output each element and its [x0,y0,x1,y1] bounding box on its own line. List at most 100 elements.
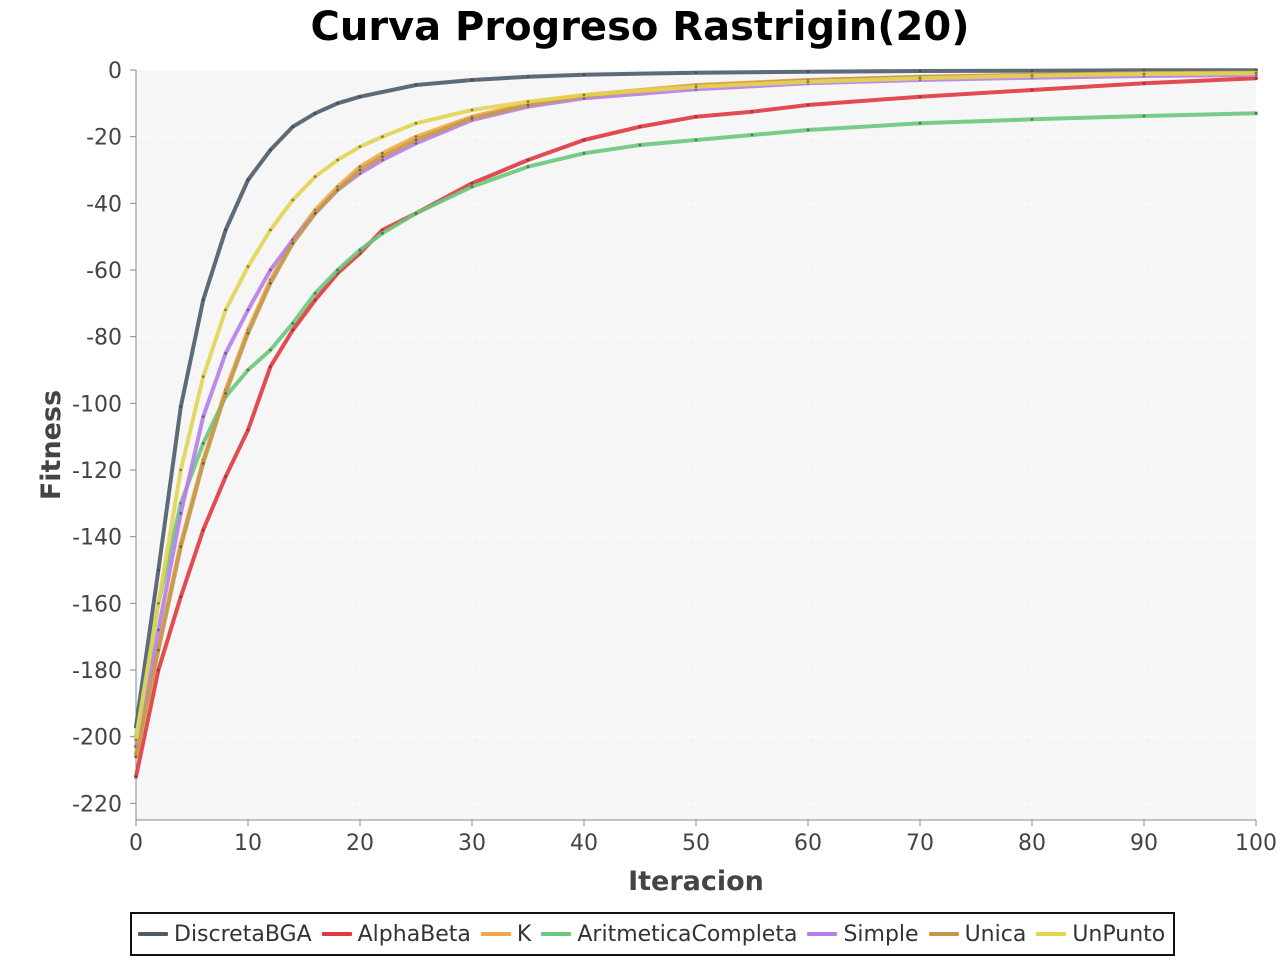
legend-label: Unica [964,921,1027,947]
legend-item-unica: Unica [928,921,1027,947]
x-tick-label: 10 [234,831,262,856]
series-point [1254,76,1258,80]
series-point [201,441,205,445]
series-point [269,365,272,369]
series-point [201,461,205,465]
y-axis-title: Fitness [36,390,67,500]
y-tick-label: -180 [72,659,122,684]
series-line-unpunto [134,71,1258,742]
y-tick-label: -200 [72,726,122,751]
legend-label: UnPunto [1072,921,1166,947]
series-point [291,198,295,202]
series-point [224,308,228,312]
series-point [381,231,384,235]
series-point [750,110,754,114]
series-point [157,628,160,632]
series-point [358,168,362,172]
legend-item-alphabeta: AlphaBeta [321,922,471,947]
series-point [313,211,317,215]
series-point [269,148,272,152]
x-tick-label: 0 [129,831,143,856]
series-point [157,668,160,672]
series-point [179,405,183,409]
series-point [470,108,474,112]
series-point [269,228,272,232]
legend-item-simple: Simple [807,921,919,947]
series-point [246,308,250,312]
series-point [358,145,362,149]
y-tick-label: -40 [86,192,122,217]
series-point [414,121,418,125]
series-point [582,93,586,97]
series-point [157,601,160,605]
series-point [157,568,160,572]
series-point [750,133,754,137]
series-point [414,141,418,145]
x-tick-label: 90 [1130,831,1158,856]
legend-label: Simple [843,921,919,947]
chart-title: Curva Progreso Rastrigin(20) [310,4,970,50]
series-point [246,178,250,182]
series-point [224,475,228,479]
series-point [470,116,474,120]
series-point [224,228,228,232]
y-tick-label: -120 [72,459,122,484]
series-point [414,211,418,215]
legend-swatch [541,932,572,936]
series-point [381,151,384,155]
x-axis-title: Iteracion [628,866,764,897]
series-point [246,368,250,372]
series-point [381,135,384,139]
series-point [526,100,530,104]
y-tick-label: -60 [86,259,122,284]
series-point [1254,71,1258,75]
x-tick-label: 60 [794,831,822,856]
series-point [381,155,384,159]
legend-item-k: K [480,922,531,947]
y-tick-label: -220 [72,792,122,817]
series-point [414,138,418,142]
series-point [1142,81,1146,85]
series-point [313,298,317,302]
series-point [179,595,183,599]
x-tick-label: 100 [1235,831,1277,856]
series-point [358,248,362,252]
x-tick-label: 40 [570,831,598,856]
x-tick-label: 20 [346,831,374,856]
series-point [806,103,810,107]
series-point [179,511,183,515]
series-point [269,268,272,272]
series-point [526,103,530,107]
series-point [157,648,160,652]
series-point [1030,117,1034,121]
series-point [806,80,810,84]
series-point [1142,72,1146,76]
series-point [291,328,295,332]
legend-swatch [480,932,511,936]
series-point [201,528,205,532]
series-point [201,415,205,419]
series-point [134,755,138,759]
series-point [313,111,317,115]
series-point [526,75,530,79]
y-tick-label: -80 [86,326,122,351]
series-point [224,351,228,355]
series-point [291,241,295,245]
legend-label: AritmeticaCompleta [577,921,798,947]
y-tick-label: -140 [72,526,122,551]
legend-swatch [321,932,352,936]
series-point [806,128,810,132]
legend-item-aritmeticacompleta: AritmeticaCompleta [541,922,797,947]
series-point [336,268,339,272]
legend: DiscretaBGA AlphaBeta K AritmeticaCompleta S… [130,912,1176,956]
series-point [918,95,922,99]
series-point [201,298,205,302]
y-tick-label: 0 [108,59,122,84]
series-point [134,738,138,742]
series-point [246,331,250,335]
series-point [1030,69,1034,73]
series-point [694,138,698,142]
series-point [582,151,586,155]
series-point [470,185,474,189]
series-point [134,775,138,779]
